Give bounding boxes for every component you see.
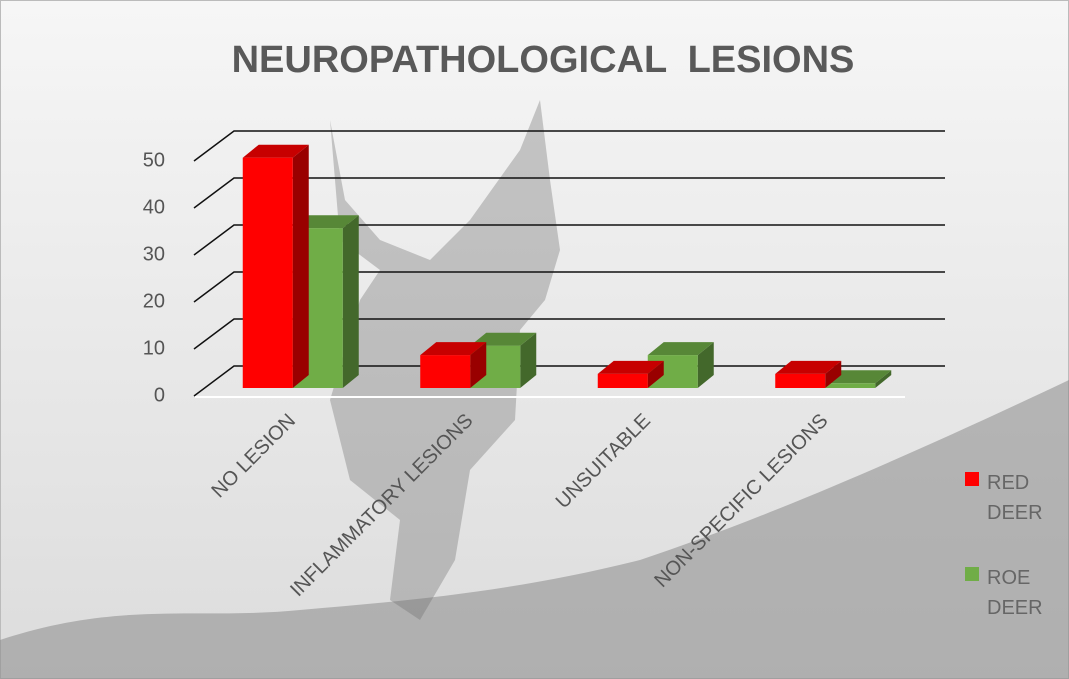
chart-title: NEUROPATHOLOGICAL LESIONS	[232, 39, 855, 81]
y-tick-label: 20	[143, 290, 165, 312]
y-tick-label: 10	[143, 337, 165, 359]
bar	[420, 355, 470, 388]
y-tick-label: 40	[143, 196, 165, 218]
legend-label: RED DEER	[987, 468, 1049, 528]
bar	[243, 158, 293, 388]
chart: NEUROPATHOLOGICAL LESIONS 01020304050NO …	[0, 0, 1069, 679]
legend-label: ROE DEER	[987, 563, 1049, 623]
bar	[825, 383, 875, 388]
bar	[775, 374, 825, 388]
y-tick-label: 0	[154, 384, 165, 406]
legend-item: RED DEER	[965, 468, 1069, 528]
bar	[598, 374, 648, 388]
legend-item: ROE DEER	[965, 563, 1069, 623]
bar-side	[343, 215, 359, 388]
legend-swatch	[965, 567, 979, 581]
y-tick-label: 50	[143, 149, 165, 171]
page: NEUROPATHOLOGICAL LESIONS 01020304050NO …	[0, 0, 1069, 679]
y-tick-label: 30	[143, 243, 165, 265]
bar-side	[293, 145, 309, 388]
legend-swatch	[965, 472, 979, 486]
